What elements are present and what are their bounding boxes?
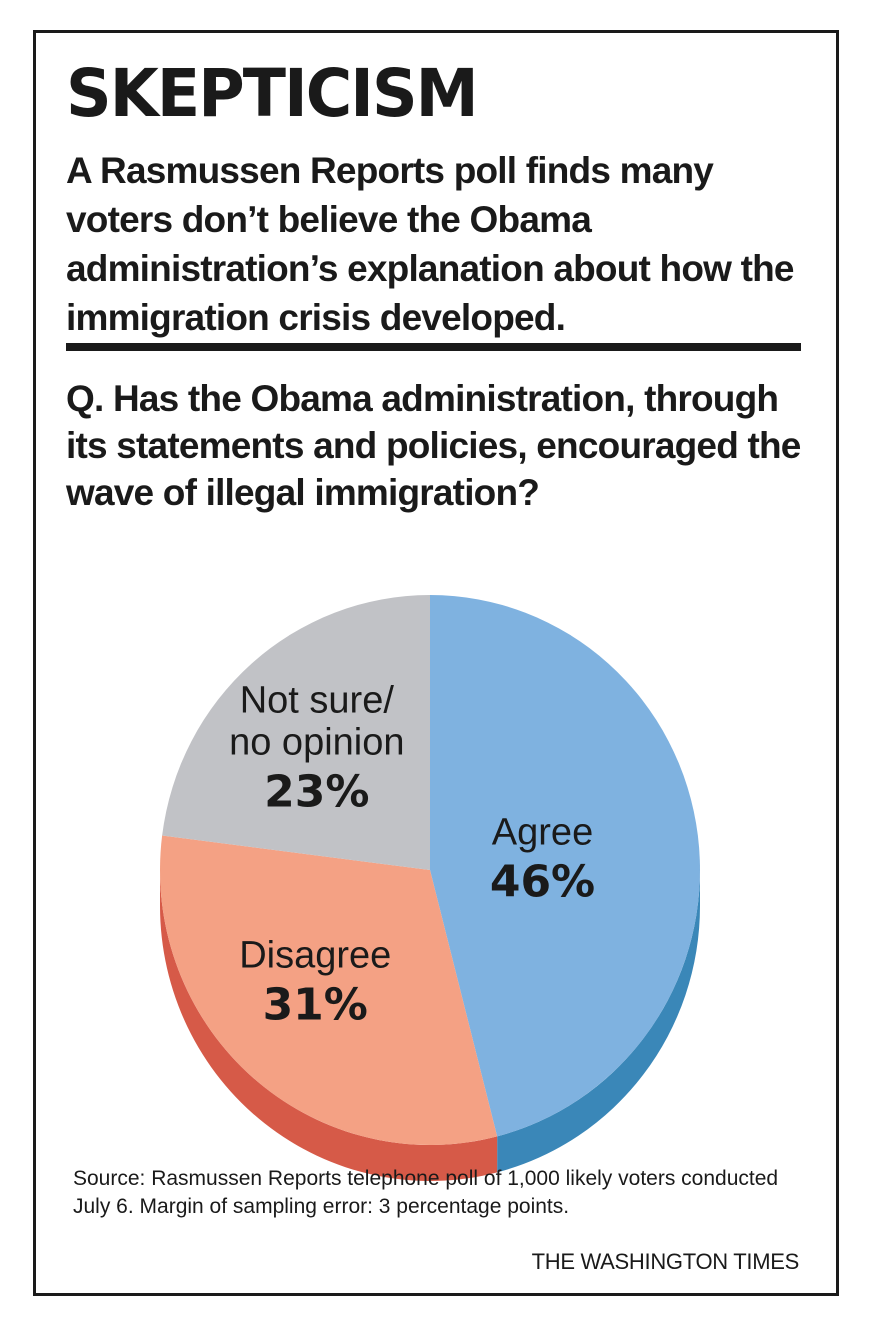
slice-label-not-sure: Not sure/ xyxy=(240,679,395,721)
pie-side-disagree xyxy=(160,870,498,1181)
divider-rule xyxy=(66,343,801,351)
publisher-credit: THE WASHINGTON TIMES xyxy=(531,1249,800,1274)
slice-value-agree: 46% xyxy=(490,857,595,908)
pie-side-agree xyxy=(497,870,700,1173)
pie-tops xyxy=(160,595,700,1145)
pie-slice-not-sure xyxy=(162,595,430,870)
slice-value-not-sure: 23% xyxy=(264,766,369,817)
poll-question: Q. Has the Obama administration, through… xyxy=(66,378,801,513)
graphic-subtitle: A Rasmussen Reports poll finds many vote… xyxy=(66,150,795,338)
slice-label-agree: Agree xyxy=(492,812,593,854)
pie-slice-disagree xyxy=(160,835,498,1145)
slice-label-disagree: Disagree xyxy=(239,935,391,977)
graphic-title: SKEPTICISM xyxy=(66,55,479,132)
source-note: Source: Rasmussen Reports telephone poll… xyxy=(73,1167,779,1218)
pie-slice-agree xyxy=(430,595,700,1137)
pie-sides xyxy=(160,870,700,1181)
slice-value-disagree: 31% xyxy=(263,980,368,1031)
slice-label-not-sure: no opinion xyxy=(229,721,404,763)
graphic-frame: SKEPTICISM A Rasmussen Reports poll find… xyxy=(33,30,839,1296)
